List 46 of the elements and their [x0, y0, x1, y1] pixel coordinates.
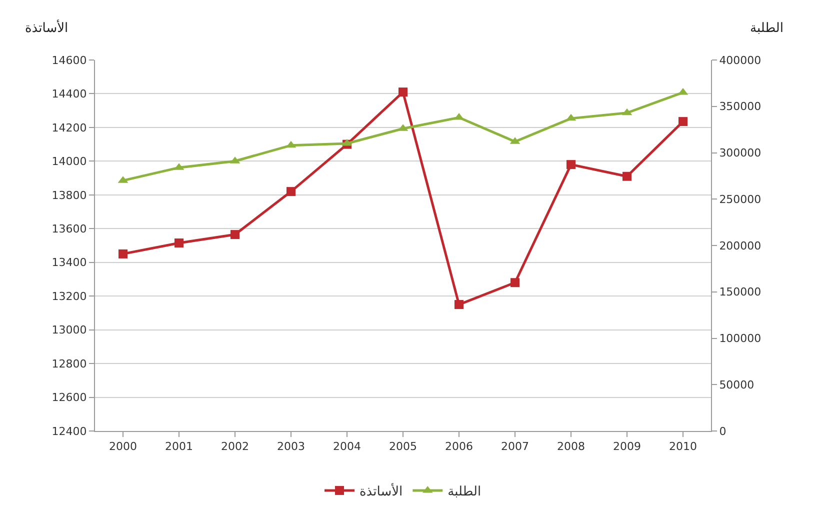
x-tick-label: 2004: [333, 440, 361, 454]
x-tick-label: 2001: [165, 440, 193, 454]
y-tick-label: 13800: [52, 188, 87, 202]
point: [510, 278, 520, 288]
x-tick-label: 2010: [669, 440, 697, 454]
y-tick-label: 12400: [52, 424, 87, 438]
y2-tick-label: 150000: [719, 286, 762, 299]
point: [286, 187, 296, 196]
y-tick-label: 12600: [52, 391, 87, 404]
x-tick-label: 2005: [389, 440, 417, 454]
y2-tick-label: 350000: [719, 100, 762, 114]
x-tick-label: 2003: [277, 440, 305, 454]
y2-tick-label: 400000: [719, 54, 762, 67]
y-tick-label: 14200: [52, 121, 87, 134]
point: [454, 300, 464, 310]
y-tick-label: 14600: [52, 54, 87, 67]
point: [118, 249, 128, 258]
point: [174, 238, 184, 248]
x-tick-label: 2002: [221, 440, 249, 454]
y2-tick-label: 250000: [719, 192, 762, 206]
point: [230, 230, 240, 240]
x-tick-label: 2009: [613, 440, 641, 454]
legend-label: الأساتذة: [360, 482, 403, 500]
point: [398, 88, 408, 97]
x-tick-label: 2000: [109, 440, 137, 454]
y-tick-label: 13000: [52, 324, 87, 337]
y2-tick-label: 200000: [719, 239, 762, 252]
y2-tick-label: 50000: [719, 378, 754, 392]
x-tick-label: 2007: [501, 440, 529, 454]
y2-axis-title: الطلبة: [750, 21, 784, 36]
point: [566, 160, 576, 170]
x-tick-label: 2008: [557, 440, 585, 454]
y2-tick-label: 300000: [719, 146, 762, 160]
y-tick-label: 13600: [52, 222, 87, 236]
y-tick-label: 13200: [52, 290, 87, 303]
y2-tick-label: 0: [719, 424, 726, 438]
legend-label: الطلبة: [448, 484, 482, 500]
y-tick-label: 14000: [52, 155, 87, 168]
y-tick-label: 13400: [52, 256, 87, 270]
y-tick-label: 14400: [52, 88, 87, 101]
point: [678, 117, 688, 126]
y-tick-label: 12800: [52, 357, 87, 370]
point: [622, 172, 632, 181]
y-axis-title: الأساتذة: [25, 19, 68, 36]
x-tick-label: 2006: [445, 440, 473, 454]
y2-tick-label: 100000: [719, 332, 762, 346]
